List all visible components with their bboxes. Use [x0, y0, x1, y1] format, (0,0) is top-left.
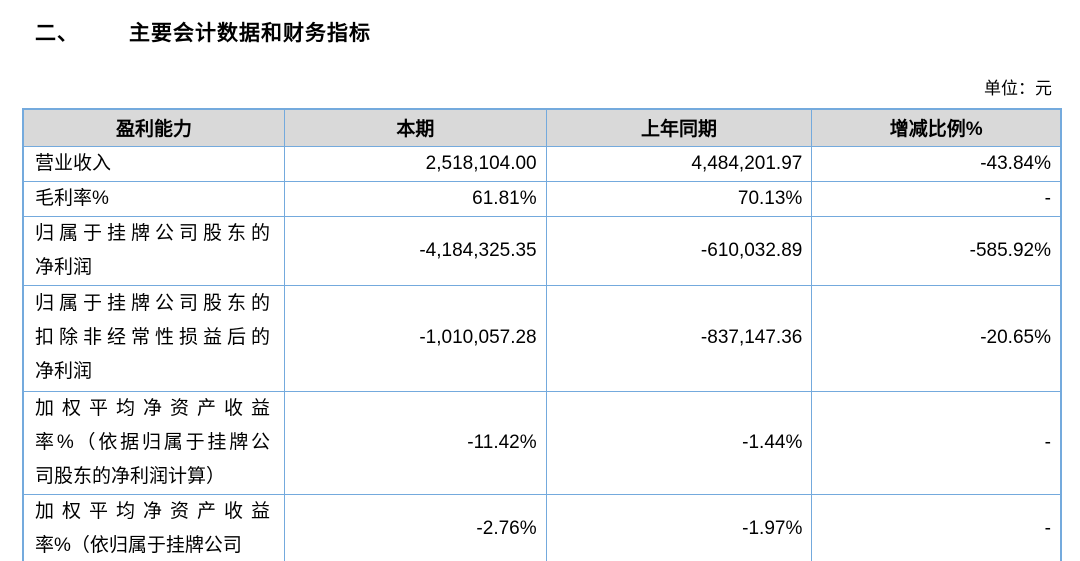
row-label: 加权平均净资产收益 率%（依归属于挂牌公司	[22, 493, 286, 561]
prior-period-value: -610,032.89	[545, 215, 813, 286]
section-heading: 二、 主要会计数据和财务指标	[0, 0, 1080, 47]
table-row: 加权平均净资产收益 率%（依据归属于挂牌公 司股东的净利润计算） -11.42% -1.…	[22, 390, 1062, 495]
row-label: 加权平均净资产收益 率%（依据归属于挂牌公 司股东的净利润计算）	[22, 390, 286, 495]
column-header-profitability: 盈利能力	[22, 108, 286, 147]
row-label-line: 加权平均净资产收益	[35, 500, 271, 522]
table-header-row: 盈利能力 本期 上年同期 增减比例%	[22, 108, 1062, 147]
row-label-line: 净利润	[35, 361, 93, 382]
table-row: 归属于挂牌公司股东的 净利润 -4,184,325.35 -610,032.89 -58…	[22, 215, 1062, 286]
row-label-line: 扣除非经常性损益后的	[35, 327, 271, 348]
section-number: 二、	[35, 22, 79, 45]
row-label-line: 营业收入	[35, 152, 112, 174]
row-label-line: 净利润	[35, 256, 93, 278]
table-row: 营业收入 2,518,104.00 4,484,201.97 -43.84%	[22, 145, 1062, 182]
change-ratio-value: -43.84%	[811, 145, 1062, 182]
current-period-value: -11.42%	[284, 390, 547, 495]
change-ratio-value: -585.92%	[811, 215, 1062, 286]
table-row: 归属于挂牌公司股东的 扣除非经常性损益后的 净利润 -1,010,057.28 -837…	[22, 284, 1062, 392]
page-title: 主要会计数据和财务指标	[129, 22, 371, 45]
current-period-value: 2,518,104.00	[284, 145, 547, 182]
row-label-line: 加权平均净资产收益	[35, 397, 271, 419]
prior-period-value: 70.13%	[545, 180, 813, 217]
row-label: 毛利率%	[22, 180, 286, 217]
change-ratio-value: -20.65%	[811, 284, 1062, 392]
prior-period-value: 4,484,201.97	[545, 145, 813, 182]
current-period-value: -4,184,325.35	[284, 215, 547, 286]
change-ratio-value: -	[811, 180, 1062, 217]
row-label-line: 归属于挂牌公司股东的	[35, 222, 271, 244]
row-label-line: 司股东的净利润计算）	[35, 465, 226, 487]
table-row: 加权平均净资产收益 率%（依归属于挂牌公司 -2.76% -1.97% -	[22, 493, 1062, 561]
row-label: 归属于挂牌公司股东的 扣除非经常性损益后的 净利润	[22, 284, 286, 392]
row-label-line: 率%（依归属于挂牌公司	[35, 534, 242, 556]
change-ratio-value: -	[811, 493, 1062, 561]
current-period-value: -1,010,057.28	[284, 284, 547, 392]
column-header-prior-period: 上年同期	[545, 108, 813, 147]
current-period-value: 61.81%	[284, 180, 547, 217]
financial-indicators-table: 盈利能力 本期 上年同期 增减比例% 营业收入 2,518,104.00 4,484…	[22, 108, 1062, 561]
row-label-line: 率%（依据归属于挂牌公	[35, 431, 271, 453]
row-label-line: 毛利率%	[35, 187, 109, 209]
table-body: 营业收入 2,518,104.00 4,484,201.97 -43.84% 毛利率% 6…	[22, 145, 1062, 561]
change-ratio-value: -	[811, 390, 1062, 495]
column-header-change-ratio: 增减比例%	[811, 108, 1062, 147]
row-label-line: 归属于挂牌公司股东的	[35, 293, 271, 314]
column-header-current-period: 本期	[284, 108, 547, 147]
prior-period-value: -1.44%	[545, 390, 813, 495]
row-label: 营业收入	[22, 145, 286, 182]
prior-period-value: -1.97%	[545, 493, 813, 561]
unit-label: 单位：元	[984, 79, 1052, 98]
table-row: 毛利率% 61.81% 70.13% -	[22, 180, 1062, 217]
row-label: 归属于挂牌公司股东的 净利润	[22, 215, 286, 286]
prior-period-value: -837,147.36	[545, 284, 813, 392]
current-period-value: -2.76%	[284, 493, 547, 561]
